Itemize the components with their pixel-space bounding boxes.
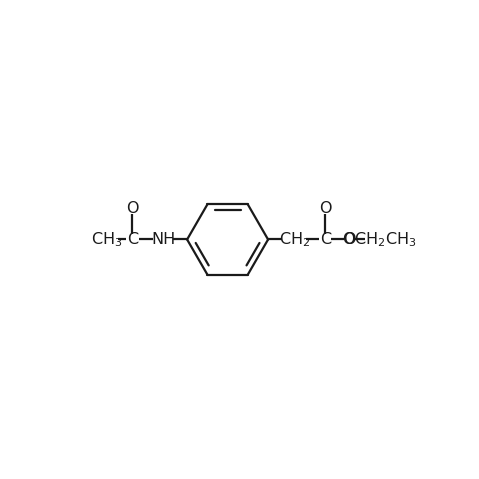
Text: CH$_2$: CH$_2$ xyxy=(279,230,310,249)
Text: NH: NH xyxy=(151,232,175,247)
Text: O: O xyxy=(126,201,138,216)
Text: CH$_3$: CH$_3$ xyxy=(91,230,123,249)
Text: C: C xyxy=(127,232,138,247)
Text: OCH$_2$CH$_3$: OCH$_2$CH$_3$ xyxy=(342,230,418,249)
Text: C: C xyxy=(319,232,331,247)
Text: O: O xyxy=(319,201,331,216)
Text: O: O xyxy=(343,232,355,247)
